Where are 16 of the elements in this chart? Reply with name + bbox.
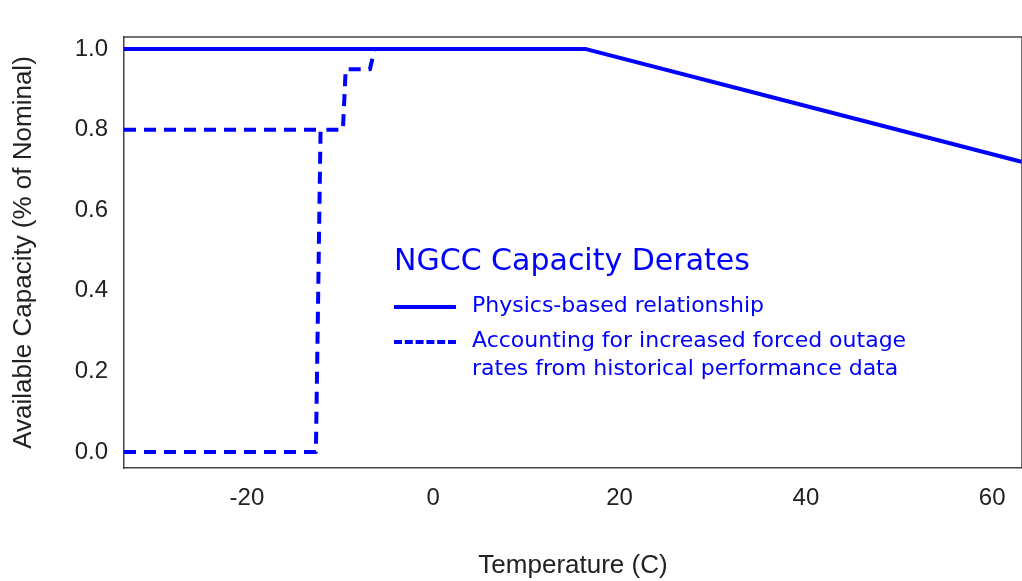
y-tick-label: 0.4 — [74, 275, 108, 303]
x-tick-label: 0 — [426, 483, 440, 511]
y-tick-label: 1.0 — [74, 33, 108, 61]
y-axis-title: Available Capacity (% of Nominal) — [6, 56, 37, 449]
x-tick-label: 60 — [978, 483, 1006, 511]
y-tick-label: 0.2 — [74, 355, 108, 383]
y-tick-label: 0.0 — [74, 436, 108, 464]
x-tick-label: -20 — [229, 483, 265, 511]
legend-label: Physics-based relationship — [472, 291, 765, 319]
x-tick-label: 20 — [606, 483, 633, 511]
x-axis-title: Temperature (C) — [478, 548, 668, 579]
legend-label: Accounting for increased forced outage rates from historical performance data — [472, 325, 908, 383]
legend-title: NGCC Capacity Derates — [394, 242, 751, 277]
y-tick-label: 0.6 — [74, 194, 108, 222]
x-tick-label: 40 — [792, 483, 820, 511]
y-tick-label: 0.8 — [74, 114, 108, 142]
